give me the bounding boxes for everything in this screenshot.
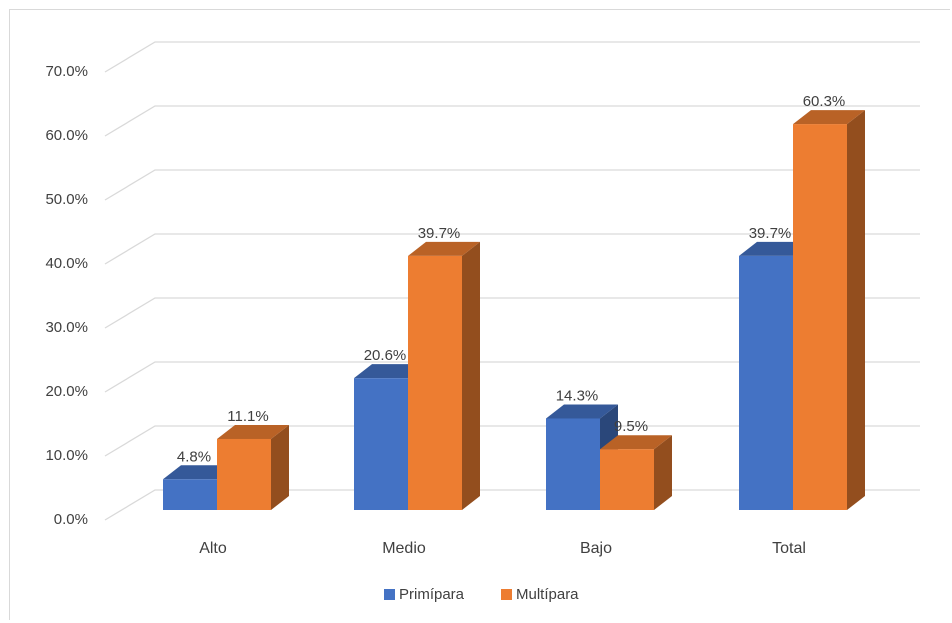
bar (163, 479, 217, 510)
data-label: 4.8% (177, 448, 211, 465)
gridline (104, 105, 920, 137)
data-label: 9.5% (614, 418, 648, 435)
bar (354, 378, 408, 510)
gridline (104, 169, 920, 201)
y-tick-label: 50.0% (45, 191, 88, 208)
y-tick-label: 60.0% (45, 127, 88, 144)
bar-side (462, 241, 480, 511)
legend: Primípara Multípara (384, 586, 579, 603)
legend-swatch (501, 589, 512, 600)
bar (600, 449, 654, 510)
category-label: Medio (382, 540, 426, 557)
y-tick-label: 0.0% (54, 511, 88, 528)
bar (739, 255, 793, 510)
bar-top (217, 424, 289, 439)
bar-side (271, 424, 289, 510)
y-tick-label: 10.0% (45, 447, 88, 464)
legend-swatch (384, 589, 395, 600)
gridline (104, 361, 920, 393)
data-label: 11.1% (227, 408, 268, 425)
gridline (104, 41, 920, 73)
gridline (104, 233, 920, 265)
category-labels: Alto Medio Bajo Total (199, 540, 806, 557)
bar-side (654, 435, 672, 510)
bar (408, 255, 462, 510)
bar-top (793, 110, 865, 125)
data-labels: 4.8% 11.1% 20.6% 39.7% 14.3% 9.5% 39.7% 60.3% (177, 93, 845, 465)
data-label: 60.3% (803, 93, 846, 110)
y-axis-ticks: 0.0% 10.0% 20.0% 30.0% 40.0% 50.0% 60.0% 70.0% (45, 63, 88, 528)
legend-label: Primípara (399, 586, 465, 603)
y-tick-label: 40.0% (45, 255, 88, 272)
legend-label: Multípara (516, 586, 579, 603)
category-label: Bajo (580, 540, 612, 557)
data-label: 39.7% (418, 225, 461, 242)
gridline (104, 297, 920, 329)
bar (793, 124, 847, 510)
y-tick-label: 30.0% (45, 319, 88, 336)
bar-top (546, 404, 618, 419)
bar-side (847, 110, 865, 510)
data-label: 39.7% (749, 225, 792, 242)
bar-top (408, 241, 480, 256)
bar (217, 438, 271, 510)
y-tick-label: 20.0% (45, 383, 88, 400)
category-label: Total (772, 540, 806, 557)
gridline (104, 425, 920, 457)
bar-top (600, 435, 672, 450)
bar (546, 418, 600, 510)
data-label: 20.6% (364, 347, 407, 364)
category-label: Alto (199, 540, 227, 557)
y-tick-label: 70.0% (45, 63, 88, 80)
data-label: 14.3% (556, 387, 599, 404)
bars (163, 110, 865, 511)
